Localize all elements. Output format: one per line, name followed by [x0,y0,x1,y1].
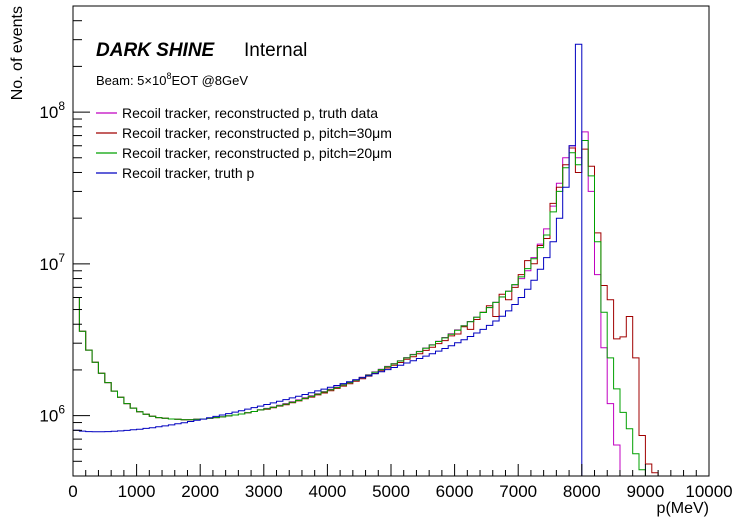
legend-label: Recoil tracker, truth p [122,165,254,181]
beam-info: Beam: 5×108EOT @8GeV [96,71,248,88]
legend-label: Recoil tracker, reconstructed p, pitch=3… [122,125,392,141]
beam-info-exponent: 8 [166,71,171,81]
x-tick-label: 9000 [626,482,664,501]
x-tick-label: 2000 [181,482,219,501]
x-tick-label: 6000 [436,482,474,501]
experiment-annotation: DARK SHINE Internal Beam: 5×108EOT @8GeV [96,40,307,88]
x-tick-label: 10000 [685,482,732,501]
x-axis: 0 1000 2000 3000 4000 5000 6000 7000 8000 9000 100… [68,464,733,501]
x-tick-label: 4000 [308,482,346,501]
beam-info-suffix: EOT @8GeV [171,73,248,88]
experiment-brand-suffix: Internal [244,40,307,61]
series-line-4 [73,43,583,476]
y-axis: 106 107 108 [39,5,90,477]
x-tick-label: 7000 [499,482,537,501]
x-tick-label: 3000 [245,482,283,501]
beam-info-prefix: Beam: 5×10 [96,73,166,88]
legend-label: Recoil tracker, reconstructed p, pitch=2… [122,145,392,161]
x-tick-label: 5000 [372,482,410,501]
y-tick-label: 108 [39,99,65,122]
legend-label: Recoil tracker, reconstructed p, truth d… [122,105,378,121]
series-line-3 [73,140,709,477]
x-tick-label: 0 [68,482,77,501]
y-axis-title: No. of events [9,6,26,100]
x-axis-title: p(MeV) [657,500,709,517]
y-tick-label: 106 [39,403,65,426]
x-tick-label: 1000 [118,482,156,501]
x-tick-label: 8000 [563,482,601,501]
legend: Recoil tracker, reconstructed p, truth d… [96,105,392,181]
y-tick-label: 107 [39,251,65,274]
histogram-series-layer [73,43,709,477]
experiment-brand: DARK SHINE [96,40,216,61]
